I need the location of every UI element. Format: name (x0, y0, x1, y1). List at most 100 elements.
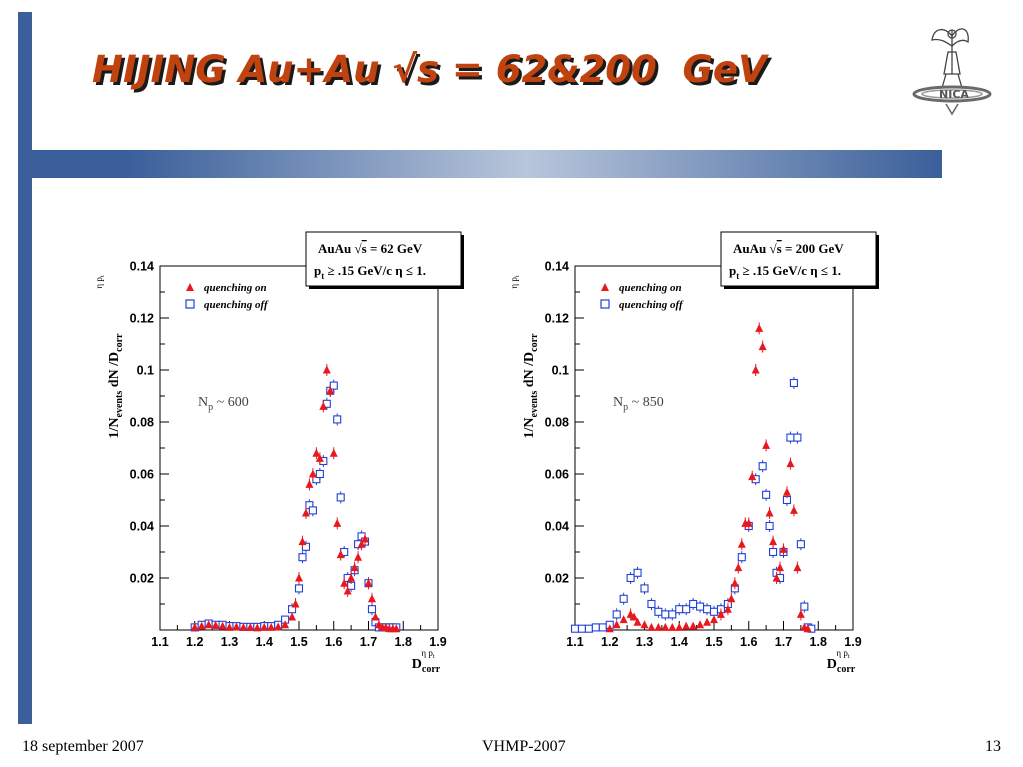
y-tick-label: 0.02 (130, 572, 154, 586)
x-tick-label: 1.7 (360, 635, 377, 649)
legend-marker-quenching-off (185, 299, 195, 309)
point-quenching-off (675, 605, 684, 614)
point-quenching-on (225, 622, 234, 631)
point-quenching-off (294, 584, 304, 593)
chart-panel-62gev: 1.1 1.2 1.3 1.4 1.5 1.6 1.7 1.8 1.9 0.02 0.04 0.06 0… (90, 200, 464, 680)
left-accent-bar-top (18, 12, 32, 164)
chart-panel-200gev: 1.1 1.2 1.3 1.4 1.5 1.6 1.7 1.8 1.9 0.02 0.04 0.06 0… (505, 200, 879, 680)
point-quenching-on (298, 537, 307, 546)
x-tick-label: 1.4 (256, 635, 273, 649)
point-quenching-on (361, 534, 370, 543)
point-quenching-on (319, 401, 328, 410)
point-quenching-on (668, 622, 677, 631)
point-quenching-on (682, 621, 691, 630)
plot-frame (159, 265, 439, 631)
point-quenching-off (298, 553, 307, 562)
point-quenching-on (727, 594, 736, 603)
y-tick-label: 0.08 (545, 416, 569, 430)
npart-annotation: Np ~ 600 (198, 395, 249, 413)
point-quenching-on (803, 624, 812, 633)
x-tick-label: 1.2 (601, 635, 618, 649)
point-quenching-on (612, 620, 621, 629)
y-axis-label-superscript: η pt (94, 275, 106, 288)
point-quenching-off (689, 599, 698, 609)
point-quenching-off (619, 594, 628, 603)
point-quenching-off (591, 623, 600, 632)
x-axis-label-superscript: η pt (421, 648, 434, 660)
point-quenching-on (347, 573, 356, 582)
point-quenching-off (661, 610, 670, 619)
point-quenching-on (689, 621, 698, 630)
point-quenching-off (329, 381, 338, 390)
point-quenching-off (793, 433, 802, 442)
point-quenching-on (197, 621, 206, 630)
point-quenching-on (343, 586, 352, 595)
footer-conference: VHMP-2007 (482, 738, 566, 755)
point-quenching-on (301, 508, 310, 517)
legend-label-quenching-on: quenching on (619, 282, 682, 294)
point-quenching-off (758, 462, 767, 471)
point-quenching-on (315, 453, 324, 462)
legend-marker-quenching-on (186, 283, 194, 291)
legend-label-quenching-off: quenching off (619, 299, 684, 311)
point-quenching-on (619, 615, 628, 624)
point-quenching-on (274, 622, 283, 631)
x-tick-label: 1.4 (671, 635, 688, 649)
x-axis-label-superscript: η pt (836, 648, 849, 660)
x-tick-label: 1.8 (810, 635, 827, 649)
point-quenching-on (696, 620, 705, 629)
point-quenching-on (253, 623, 262, 632)
point-quenching-on (796, 609, 805, 618)
point-quenching-on (779, 544, 788, 553)
point-quenching-on (769, 537, 778, 546)
legend-marker-quenching-off (600, 299, 610, 309)
point-quenching-on (392, 624, 401, 633)
x-tick-label: 1.5 (290, 635, 307, 649)
x-tick-label: 1.6 (325, 635, 342, 649)
point-quenching-off (786, 433, 795, 442)
x-axis-label: Dcorr (412, 657, 441, 675)
x-tick-label: 1.7 (775, 635, 792, 649)
point-quenching-on (782, 487, 791, 496)
y-tick-label: 0.1 (137, 364, 154, 378)
point-quenching-off (336, 493, 345, 502)
info-box (305, 231, 462, 287)
point-quenching-on (716, 609, 725, 618)
point-quenching-on (329, 448, 338, 457)
point-quenching-on (654, 622, 663, 631)
point-quenching-on (350, 563, 359, 572)
info-box-line2: pt ≥ .15 GeV/c η ≤ 1. (729, 263, 841, 281)
y-tick-label: 0.14 (130, 260, 154, 274)
point-quenching-off (633, 568, 642, 577)
point-quenching-on (675, 622, 684, 631)
point-quenching-on (312, 448, 321, 457)
info-box (720, 231, 877, 287)
x-tick-label: 1.9 (429, 635, 446, 649)
footer-date: 18 september 2007 (22, 738, 144, 755)
point-quenching-on (640, 620, 649, 629)
point-quenching-on (295, 573, 303, 582)
point-quenching-on (744, 518, 753, 527)
y-tick-label: 0.04 (545, 520, 569, 534)
logo-text: NICA (939, 88, 969, 101)
legend-label-quenching-off: quenching off (204, 299, 269, 311)
point-quenching-off (315, 469, 324, 479)
point-quenching-off (765, 521, 774, 531)
y-axis-label: 1/Nevents dN /Dcorr (522, 333, 540, 438)
point-quenching-on (190, 622, 199, 631)
legend-marker-quenching-on (601, 283, 609, 291)
point-quenching-on (765, 508, 774, 517)
point-quenching-on (364, 578, 373, 587)
point-quenching-off (796, 540, 805, 549)
point-quenching-on (633, 617, 642, 626)
y-tick-label: 0.12 (545, 312, 569, 326)
point-quenching-off (612, 610, 621, 619)
point-quenching-on (281, 620, 290, 629)
point-quenching-on (326, 386, 335, 395)
chart-62gev: 1.1 1.2 1.3 1.4 1.5 1.6 1.7 1.8 1.9 0.02 0.04 0.06 0… (94, 231, 464, 675)
point-quenching-on (367, 594, 376, 603)
point-quenching-off (696, 602, 705, 611)
y-axis-label: 1/Nevents dN /Dcorr (107, 333, 125, 438)
point-quenching-on (305, 479, 314, 488)
point-quenching-on (730, 578, 739, 587)
